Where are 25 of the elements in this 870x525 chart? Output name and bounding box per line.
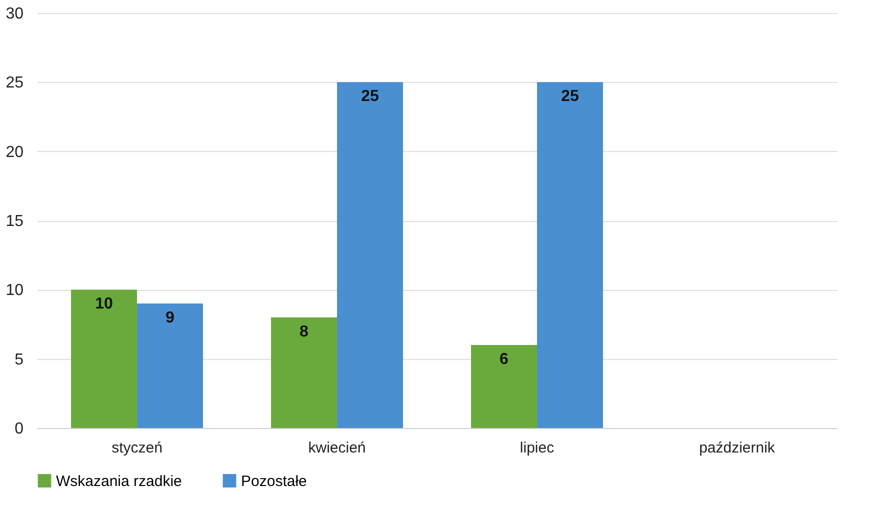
data-label: 9 <box>166 310 175 326</box>
y-tick-label: 5 <box>14 351 24 368</box>
bar <box>271 317 337 428</box>
bar <box>537 82 603 428</box>
data-label: 10 <box>95 296 113 313</box>
y-tick-label: 0 <box>14 420 24 438</box>
data-label: 25 <box>361 88 379 106</box>
y-tick-label: 25 <box>6 74 24 92</box>
y-tick-label: 15 <box>6 213 24 230</box>
bar <box>337 82 403 428</box>
x-tick-label: październik <box>699 440 776 456</box>
data-label: 6 <box>500 351 509 368</box>
y-tick-label: 10 <box>6 282 24 300</box>
bar <box>137 304 203 428</box>
bar <box>471 345 537 428</box>
legend-label: Pozostałe <box>241 472 307 490</box>
bar <box>71 290 137 428</box>
data-label: 25 <box>561 88 579 106</box>
y-tick-label: 20 <box>6 144 24 161</box>
data-label: 8 <box>300 323 309 340</box>
x-tick-label: kwiecień <box>308 440 366 456</box>
legend-label: Wskazania rzadkie <box>56 472 182 490</box>
x-tick-label: styczeń <box>112 440 162 456</box>
x-tick-label: lipiec <box>520 440 555 456</box>
y-tick-label: 30 <box>6 6 24 22</box>
